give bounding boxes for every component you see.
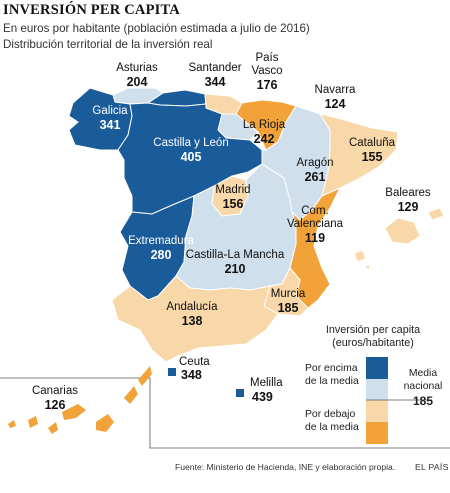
region-baleares-menorca: [427, 207, 445, 221]
region-value-extremadura: 280: [151, 248, 172, 262]
chart-title: INVERSIÓN PER CAPITA: [3, 2, 180, 18]
region-label-melilla: Melilla: [250, 377, 283, 389]
region-label-santander: Santander: [188, 62, 241, 74]
region-label-asturias: Asturias: [116, 62, 158, 74]
region-value-murcia: 185: [278, 301, 299, 315]
region-label-castilla-y-leon: Castilla y León: [153, 137, 228, 149]
legend-title-line1: Inversión per capita: [325, 324, 421, 336]
region-comunidad-valenciana: [289, 186, 342, 309]
legend-above-line2: de la media: [305, 375, 359, 387]
region-label-murcia: Murcia: [271, 288, 306, 300]
region-value-canarias: 126: [45, 398, 66, 412]
region-label-madrid: Madrid: [215, 184, 250, 196]
region-value-andalucia: 138: [182, 314, 203, 328]
legend-mean-value: 185: [412, 394, 434, 408]
legend-mean-line1: Media: [408, 368, 438, 379]
legend-title-line2: (euros/habitante): [332, 337, 414, 349]
source-note: Fuente: Ministerio de Hacienda, INE y el…: [175, 462, 396, 472]
brand-logo-text: EL PAÍS: [415, 462, 449, 472]
region-baleares-mallorca: [384, 217, 421, 245]
region-label-ceuta: Ceuta: [179, 356, 210, 368]
legend-above-line1: Por encima: [305, 363, 358, 374]
region-value-castilla-y-leon: 405: [181, 150, 202, 164]
region-label-extremadura: Extremadura: [128, 235, 194, 247]
region-castilla-y-leon: [117, 102, 263, 215]
region-value-madrid: 156: [223, 197, 244, 211]
region-value-aragon: 261: [305, 170, 326, 184]
region-ceuta-marker: [168, 368, 176, 376]
legend-mean-label: Media nacional 185: [398, 368, 448, 408]
legend-title: Inversión per capita (euros/habitante): [318, 324, 428, 350]
region-value-melilla: 439: [252, 390, 273, 404]
region-label-aragon: Aragón: [296, 157, 333, 169]
region-label-cataluna: Cataluña: [349, 137, 396, 149]
region-label-la-rioja: La Rioja: [243, 119, 286, 131]
region-canarias: [8, 366, 152, 434]
subtitle: En euros por habitante (población estima…: [3, 22, 310, 35]
legend-below-light: [366, 400, 388, 422]
region-value-castilla-la-mancha: 210: [225, 262, 246, 276]
region-value-asturias: 204: [127, 75, 148, 89]
legend-mean-line2: nacional: [403, 380, 443, 392]
region-label-navarra: Navarra: [315, 84, 357, 96]
region-andalucia: [111, 275, 279, 363]
region-label-com-valenciana-line1: Com.: [301, 205, 328, 217]
legend-below-label: Por debajo de la media: [305, 409, 363, 434]
region-baleares-formentera: [362, 264, 371, 271]
region-label-canarias: Canarias: [32, 385, 78, 397]
region-value-ceuta: 348: [181, 368, 202, 382]
canarias-inset-frame: [0, 377, 450, 449]
legend-above-label: Por encima de la media: [305, 363, 363, 388]
legend-below-strong: [366, 422, 388, 444]
region-label-pais-vasco-line2: Vasco: [251, 65, 282, 77]
region-melilla-marker: [236, 389, 244, 397]
legend-below-line1: Por debajo: [305, 409, 356, 420]
region-value-navarra: 124: [325, 97, 346, 111]
region-label-andalucia: Andalucía: [166, 301, 218, 313]
legend-above-strong: [366, 357, 388, 379]
region-value-pais-vasco: 176: [257, 78, 278, 92]
region-value-la-rioja: 242: [254, 132, 275, 146]
region-label-com-valenciana-line2: Valenciana: [287, 218, 344, 230]
region-value-com-valenciana: 119: [305, 231, 325, 245]
region-cataluna: [318, 113, 399, 197]
region-label-pais-vasco-line1: País: [255, 52, 278, 64]
region-label-baleares: Baleares: [385, 187, 431, 199]
region-value-baleares: 129: [398, 200, 419, 214]
legend-below-line2: de la media: [305, 421, 359, 433]
region-value-santander: 344: [205, 75, 226, 89]
region-value-galicia: 341: [100, 118, 121, 132]
region-value-cataluna: 155: [362, 150, 383, 164]
region-baleares-ibiza: [353, 249, 367, 263]
subtitle-secondary: Distribución territorial de la inversión…: [3, 38, 213, 51]
region-label-castilla-la-mancha: Castilla-La Mancha: [186, 249, 285, 261]
region-label-galicia: Galicia: [92, 105, 128, 117]
